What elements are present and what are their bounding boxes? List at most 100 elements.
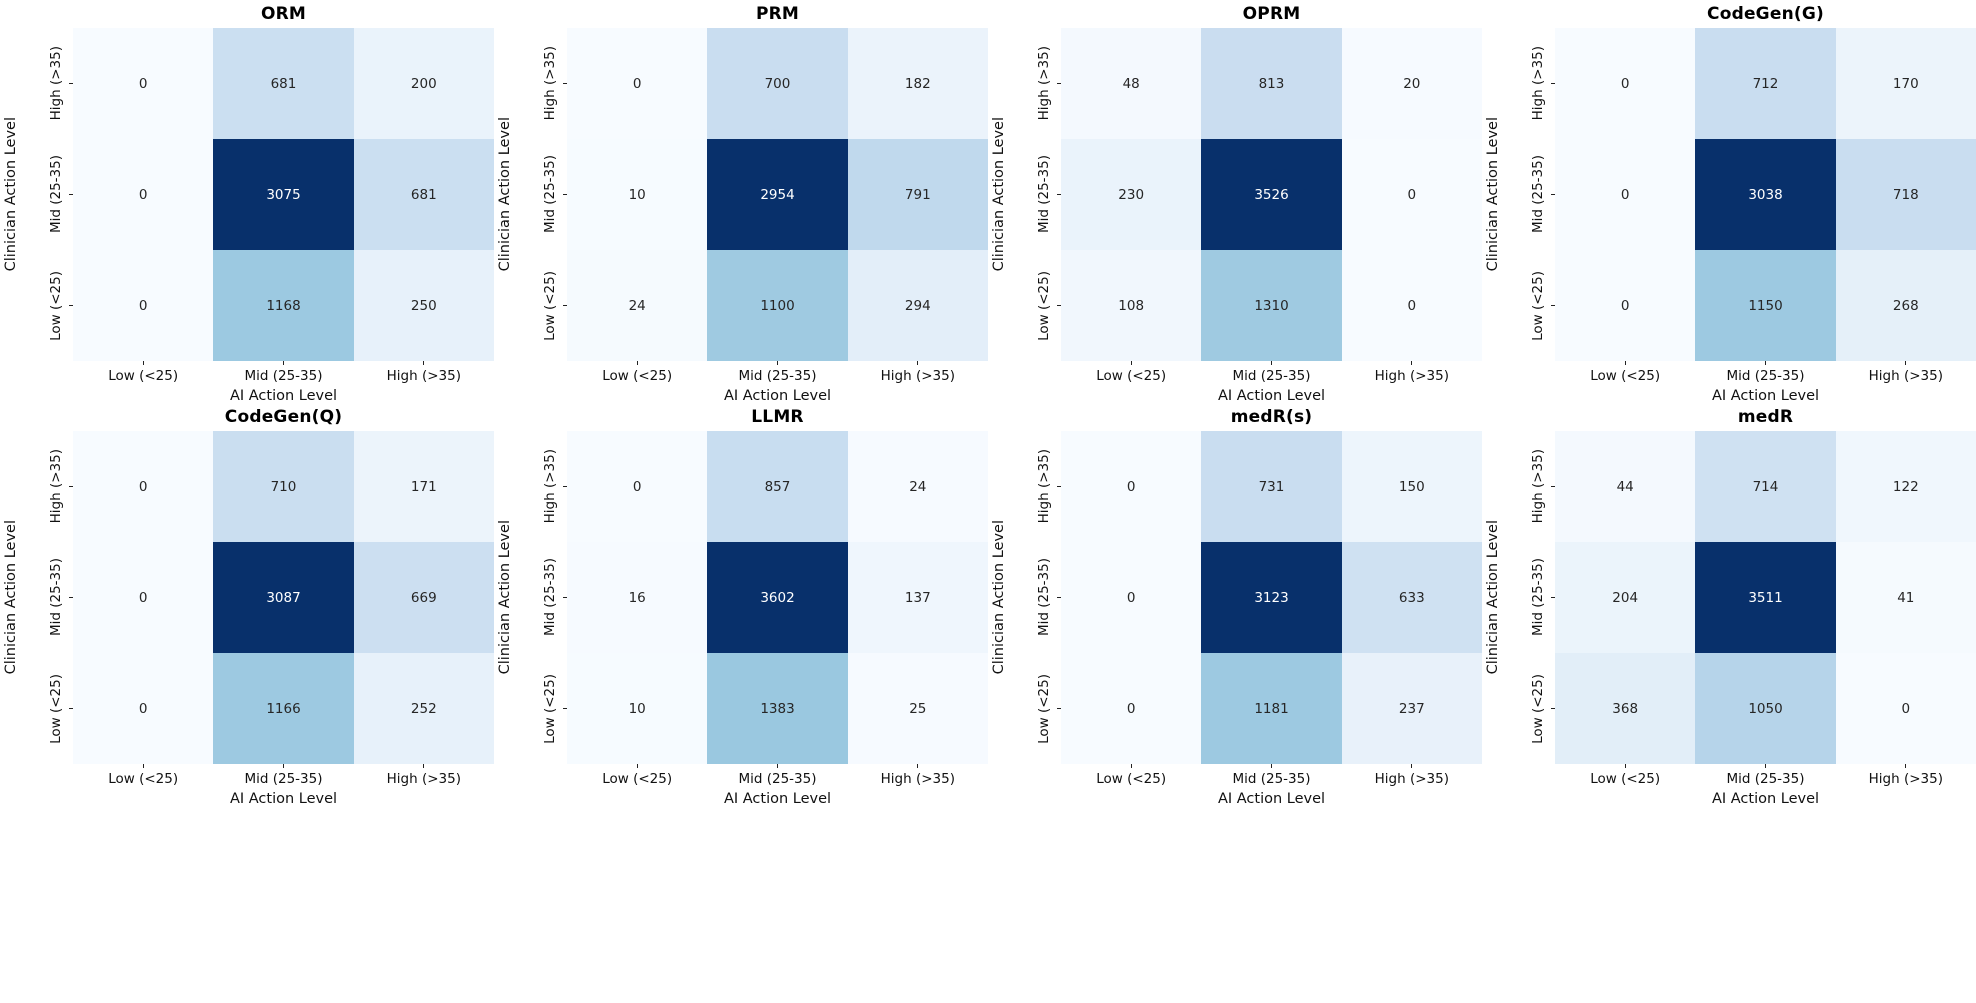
x-tick: Low (<25)	[1061, 764, 1201, 790]
heatmap-panel: LLMR Clinician Action Level High (>35) Mi…	[494, 405, 988, 808]
y-tick: Low (<25)	[22, 250, 73, 361]
x-tick-labels: Low (<25) Mid (25-35) High (>35)	[567, 361, 988, 387]
y-tick-labels: High (>35) Mid (25-35) Low (<25)	[1010, 28, 1061, 361]
y-tick-label: High (>35)	[1530, 46, 1546, 121]
y-tick-labels: High (>35) Mid (25-35) Low (<25)	[1504, 431, 1555, 764]
heatmap-cell: 710	[213, 431, 354, 542]
y-axis-label-wrap: Clinician Action Level	[988, 431, 1010, 764]
heatmap-cell: 0	[73, 28, 214, 139]
heatmap-cell: 0	[73, 542, 214, 653]
panel-title: medR(s)	[1230, 407, 1313, 427]
heatmap-cells: 0 731 150 0 3123 633 0 1181 237	[1061, 431, 1482, 764]
heatmap-cell: 718	[1835, 139, 1976, 250]
heatmap-cell: 0	[73, 653, 214, 764]
heatmap-cell: 669	[353, 542, 494, 653]
x-axis-label: AI Action Level	[1217, 388, 1326, 404]
heatmap-cells: 0 712 170 0 3038 718 0 1150 268	[1555, 28, 1976, 361]
heatmap-cell: 1181	[1201, 653, 1342, 764]
y-tick: High (>35)	[1504, 431, 1555, 542]
heatmap-cell: 3038	[1695, 139, 1836, 250]
x-tick: Mid (25-35)	[1695, 764, 1835, 790]
heatmap-cell: 1168	[213, 250, 354, 361]
y-axis-label: Clinician Action Level	[1485, 117, 1501, 272]
x-axis-label: AI Action Level	[723, 388, 832, 404]
heatmap-cell: 24	[567, 250, 708, 361]
heatmap-cell: 813	[1201, 28, 1342, 139]
y-tick-labels: High (>35) Mid (25-35) Low (<25)	[22, 28, 73, 361]
y-tick: Mid (25-35)	[1010, 139, 1061, 250]
y-tick: Mid (25-35)	[1504, 542, 1555, 653]
x-tick-labels: Low (<25) Mid (25-35) High (>35)	[1555, 764, 1976, 790]
heatmap-cell: 791	[847, 139, 988, 250]
x-tick: High (>35)	[848, 361, 988, 387]
heatmap-cell: 1166	[213, 653, 354, 764]
heatmap-cell: 0	[73, 250, 214, 361]
y-tick-label: Mid (25-35)	[1530, 558, 1546, 637]
heatmap-cell: 170	[1835, 28, 1976, 139]
heatmap-cell: 700	[707, 28, 848, 139]
y-tick: High (>35)	[1504, 28, 1555, 139]
heatmap-cell: 0	[567, 28, 708, 139]
x-tick-labels: Low (<25) Mid (25-35) High (>35)	[1061, 764, 1482, 790]
y-tick-label: Low (<25)	[1036, 673, 1052, 744]
y-axis-label: Clinician Action Level	[497, 520, 513, 675]
heatmap-panel: medR Clinician Action Level High (>35) Mi…	[1482, 405, 1976, 808]
heatmap-cell: 204	[1555, 542, 1696, 653]
heatmap-cell: 0	[1555, 28, 1696, 139]
heatmap-cell: 681	[353, 139, 494, 250]
y-tick-label: Low (<25)	[542, 673, 558, 744]
heatmap-panel: medR(s) Clinician Action Level High (>35…	[988, 405, 1482, 808]
heatmap-cell: 294	[847, 250, 988, 361]
y-tick-label: Low (<25)	[1036, 270, 1052, 341]
x-tick-labels: Low (<25) Mid (25-35) High (>35)	[1061, 361, 1482, 387]
heatmap-cell: 0	[73, 431, 214, 542]
heatmap-cell: 182	[847, 28, 988, 139]
heatmap-cell: 171	[353, 431, 494, 542]
heatmap-cell: 3123	[1201, 542, 1342, 653]
heatmap-cell: 368	[1555, 653, 1696, 764]
x-tick: High (>35)	[1836, 764, 1976, 790]
y-tick: Low (<25)	[1504, 250, 1555, 361]
heatmap-cell: 137	[847, 542, 988, 653]
heatmap-cell: 3602	[707, 542, 848, 653]
x-tick: High (>35)	[1342, 361, 1482, 387]
y-axis-label-wrap: Clinician Action Level	[988, 28, 1010, 361]
y-axis-label-wrap: Clinician Action Level	[494, 431, 516, 764]
heatmap-cells: 44 714 122 204 3511 41 368 1050 0	[1555, 431, 1976, 764]
y-tick-label: Mid (25-35)	[48, 558, 64, 637]
x-tick-labels: Low (<25) Mid (25-35) High (>35)	[1555, 361, 1976, 387]
x-tick: Mid (25-35)	[213, 764, 353, 790]
heatmap-cell: 41	[1835, 542, 1976, 653]
x-tick-labels: Low (<25) Mid (25-35) High (>35)	[73, 764, 494, 790]
heatmap-cell: 1310	[1201, 250, 1342, 361]
y-tick-label: Low (<25)	[1530, 270, 1546, 341]
y-tick: High (>35)	[22, 431, 73, 542]
heatmap-cell: 1050	[1695, 653, 1836, 764]
panel-title: CodeGen(Q)	[224, 407, 343, 427]
y-axis-label-wrap: Clinician Action Level	[1482, 28, 1504, 361]
x-tick: Mid (25-35)	[213, 361, 353, 387]
heatmap-cell: 1100	[707, 250, 848, 361]
heatmap-cell: 24	[847, 431, 988, 542]
heatmap-cell: 268	[1835, 250, 1976, 361]
heatmap-cell: 2954	[707, 139, 848, 250]
y-tick-label: Low (<25)	[48, 673, 64, 744]
y-axis-label: Clinician Action Level	[1485, 520, 1501, 675]
y-tick: Mid (25-35)	[516, 542, 567, 653]
x-tick: High (>35)	[354, 764, 494, 790]
x-tick: Mid (25-35)	[1201, 361, 1341, 387]
heatmap-cells: 0 857 24 16 3602 137 10 1383 25	[567, 431, 988, 764]
x-axis-label: AI Action Level	[229, 791, 338, 807]
y-tick: High (>35)	[1010, 28, 1061, 139]
heatmap-cell: 3511	[1695, 542, 1836, 653]
heatmap-panel: PRM Clinician Action Level High (>35) Mid…	[494, 2, 988, 405]
x-tick-labels: Low (<25) Mid (25-35) High (>35)	[567, 764, 988, 790]
heatmap-cell: 633	[1341, 542, 1482, 653]
y-tick: High (>35)	[516, 431, 567, 542]
heatmap-cell: 3075	[213, 139, 354, 250]
heatmap-cell: 252	[353, 653, 494, 764]
y-tick-label: Low (<25)	[1530, 673, 1546, 744]
y-tick-labels: High (>35) Mid (25-35) Low (<25)	[22, 431, 73, 764]
y-tick: High (>35)	[22, 28, 73, 139]
x-tick: High (>35)	[1342, 764, 1482, 790]
